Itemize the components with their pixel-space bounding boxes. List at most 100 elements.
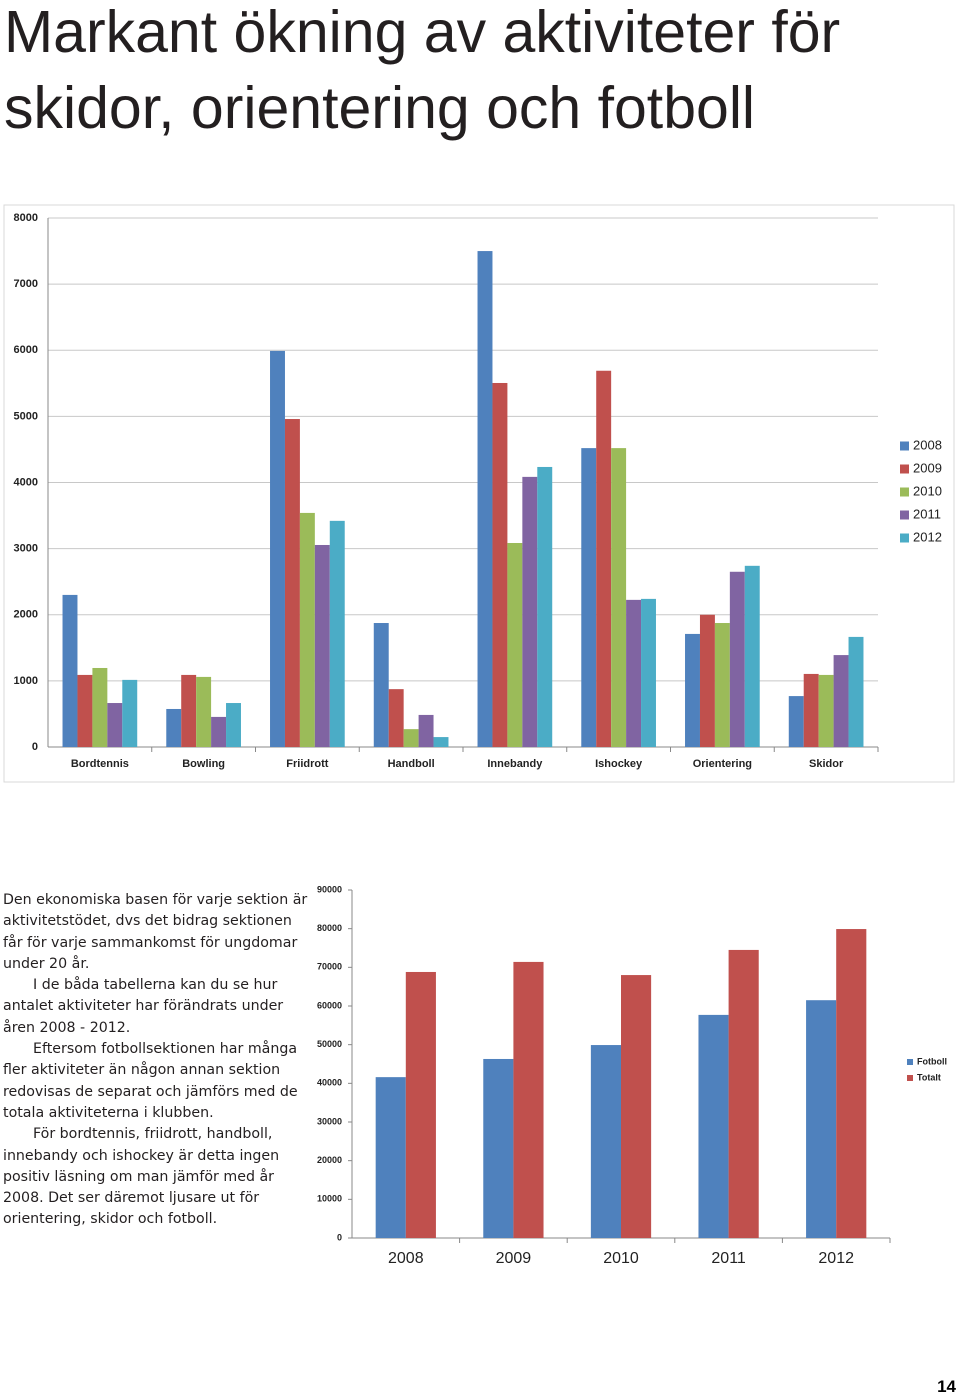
legend-label: 2012 [913, 529, 942, 544]
x-tick-label: Bordtennis [71, 758, 129, 770]
bar [181, 674, 197, 747]
bar [590, 1045, 621, 1238]
bar [405, 971, 436, 1238]
y-tick-label: 2000 [14, 609, 38, 621]
legend-swatch [907, 1075, 913, 1081]
bar [818, 674, 834, 747]
bar [698, 1014, 729, 1238]
y-tick-label: 40000 [317, 1078, 342, 1088]
bar [788, 696, 804, 747]
y-tick-label: 4000 [14, 476, 38, 488]
legend-swatch [900, 441, 909, 451]
legend-label: 2008 [913, 437, 942, 452]
bar [685, 633, 700, 747]
y-tick-label: 0 [32, 741, 38, 753]
x-tick-label: Innebandy [487, 758, 543, 770]
bar [836, 929, 867, 1238]
paragraph: I de båda tabellerna kan du se hur antal… [3, 977, 284, 1036]
paragraph: För bordtennis, friidrott, handboll, inn… [3, 1126, 280, 1228]
legend-swatch [900, 464, 909, 474]
legend-swatch [907, 1059, 913, 1065]
x-tick-label: Skidor [809, 758, 844, 770]
legend-swatch [900, 510, 909, 520]
bar [806, 1000, 837, 1238]
bar [284, 419, 300, 747]
y-tick-label: 1000 [14, 675, 38, 687]
body-text: Den ekonomiska basen för varje sektion ä… [3, 890, 308, 1231]
y-tick-label: 0 [337, 1232, 342, 1242]
bar [626, 599, 642, 747]
bar [196, 676, 212, 747]
bar [477, 251, 493, 747]
legend-swatch [900, 533, 909, 543]
bar [107, 703, 123, 747]
bar [166, 708, 182, 747]
bar [641, 598, 656, 747]
bar [77, 674, 93, 747]
bar [611, 448, 627, 747]
paragraph: Den ekonomiska basen för varje sektion ä… [3, 892, 308, 972]
bar [714, 623, 730, 747]
legend-swatch [900, 487, 909, 497]
x-tick-label: 2010 [603, 1250, 639, 1267]
bar [314, 544, 330, 747]
bar [833, 655, 849, 747]
legend-label: 2011 [913, 506, 941, 521]
x-tick-label: 2009 [496, 1250, 532, 1267]
y-tick-label: 3000 [14, 543, 38, 555]
bar [388, 689, 404, 747]
bar [92, 667, 108, 747]
bar [728, 949, 759, 1238]
bar [492, 382, 508, 747]
y-tick-label: 90000 [317, 884, 342, 894]
bar [403, 729, 419, 747]
bar [744, 565, 760, 747]
y-tick-label: 5000 [14, 410, 38, 422]
y-tick-label: 6000 [14, 344, 38, 356]
bar [699, 614, 715, 747]
bar [270, 350, 285, 747]
y-tick-label: 80000 [317, 923, 342, 933]
chart-frame [3, 204, 955, 783]
legend-label: Totalt [917, 1072, 941, 1082]
bar [483, 1058, 514, 1238]
y-tick-label: 50000 [317, 1039, 342, 1049]
bar [803, 673, 819, 747]
bar [537, 466, 553, 747]
bar [507, 543, 523, 747]
y-tick-label: 30000 [317, 1116, 342, 1126]
bar [433, 737, 449, 747]
legend-label: 2009 [913, 460, 942, 475]
paragraph: Eftersom fotbollsektionen har många fler… [3, 1041, 298, 1121]
x-tick-label: Bowling [182, 758, 225, 770]
y-tick-label: 20000 [317, 1155, 342, 1165]
page-number: 14 [937, 1377, 956, 1396]
bar [373, 623, 389, 747]
bar [375, 1077, 406, 1238]
bar [122, 679, 138, 747]
bar [581, 448, 597, 747]
bar [513, 961, 544, 1238]
x-tick-label: 2011 [711, 1250, 746, 1267]
title: Markant ökning av aktiviteter för skidor… [4, 0, 841, 141]
bar [596, 370, 612, 747]
bar [729, 571, 745, 747]
legend-label: 2010 [913, 483, 942, 498]
y-tick-label: 7000 [14, 278, 38, 290]
x-tick-label: Ishockey [595, 758, 643, 770]
y-tick-label: 8000 [14, 212, 38, 224]
y-tick-label: 70000 [317, 962, 342, 972]
bar [522, 476, 538, 747]
x-tick-label: 2008 [388, 1250, 424, 1267]
y-tick-label: 10000 [317, 1194, 342, 1204]
bar [418, 714, 434, 747]
x-tick-label: Orientering [693, 758, 752, 770]
legend-label: Fotboll [917, 1056, 947, 1066]
bar [62, 594, 78, 747]
x-tick-label: 2012 [818, 1250, 854, 1267]
bar [621, 975, 652, 1238]
bar [329, 520, 345, 747]
y-tick-label: 60000 [317, 1000, 342, 1010]
